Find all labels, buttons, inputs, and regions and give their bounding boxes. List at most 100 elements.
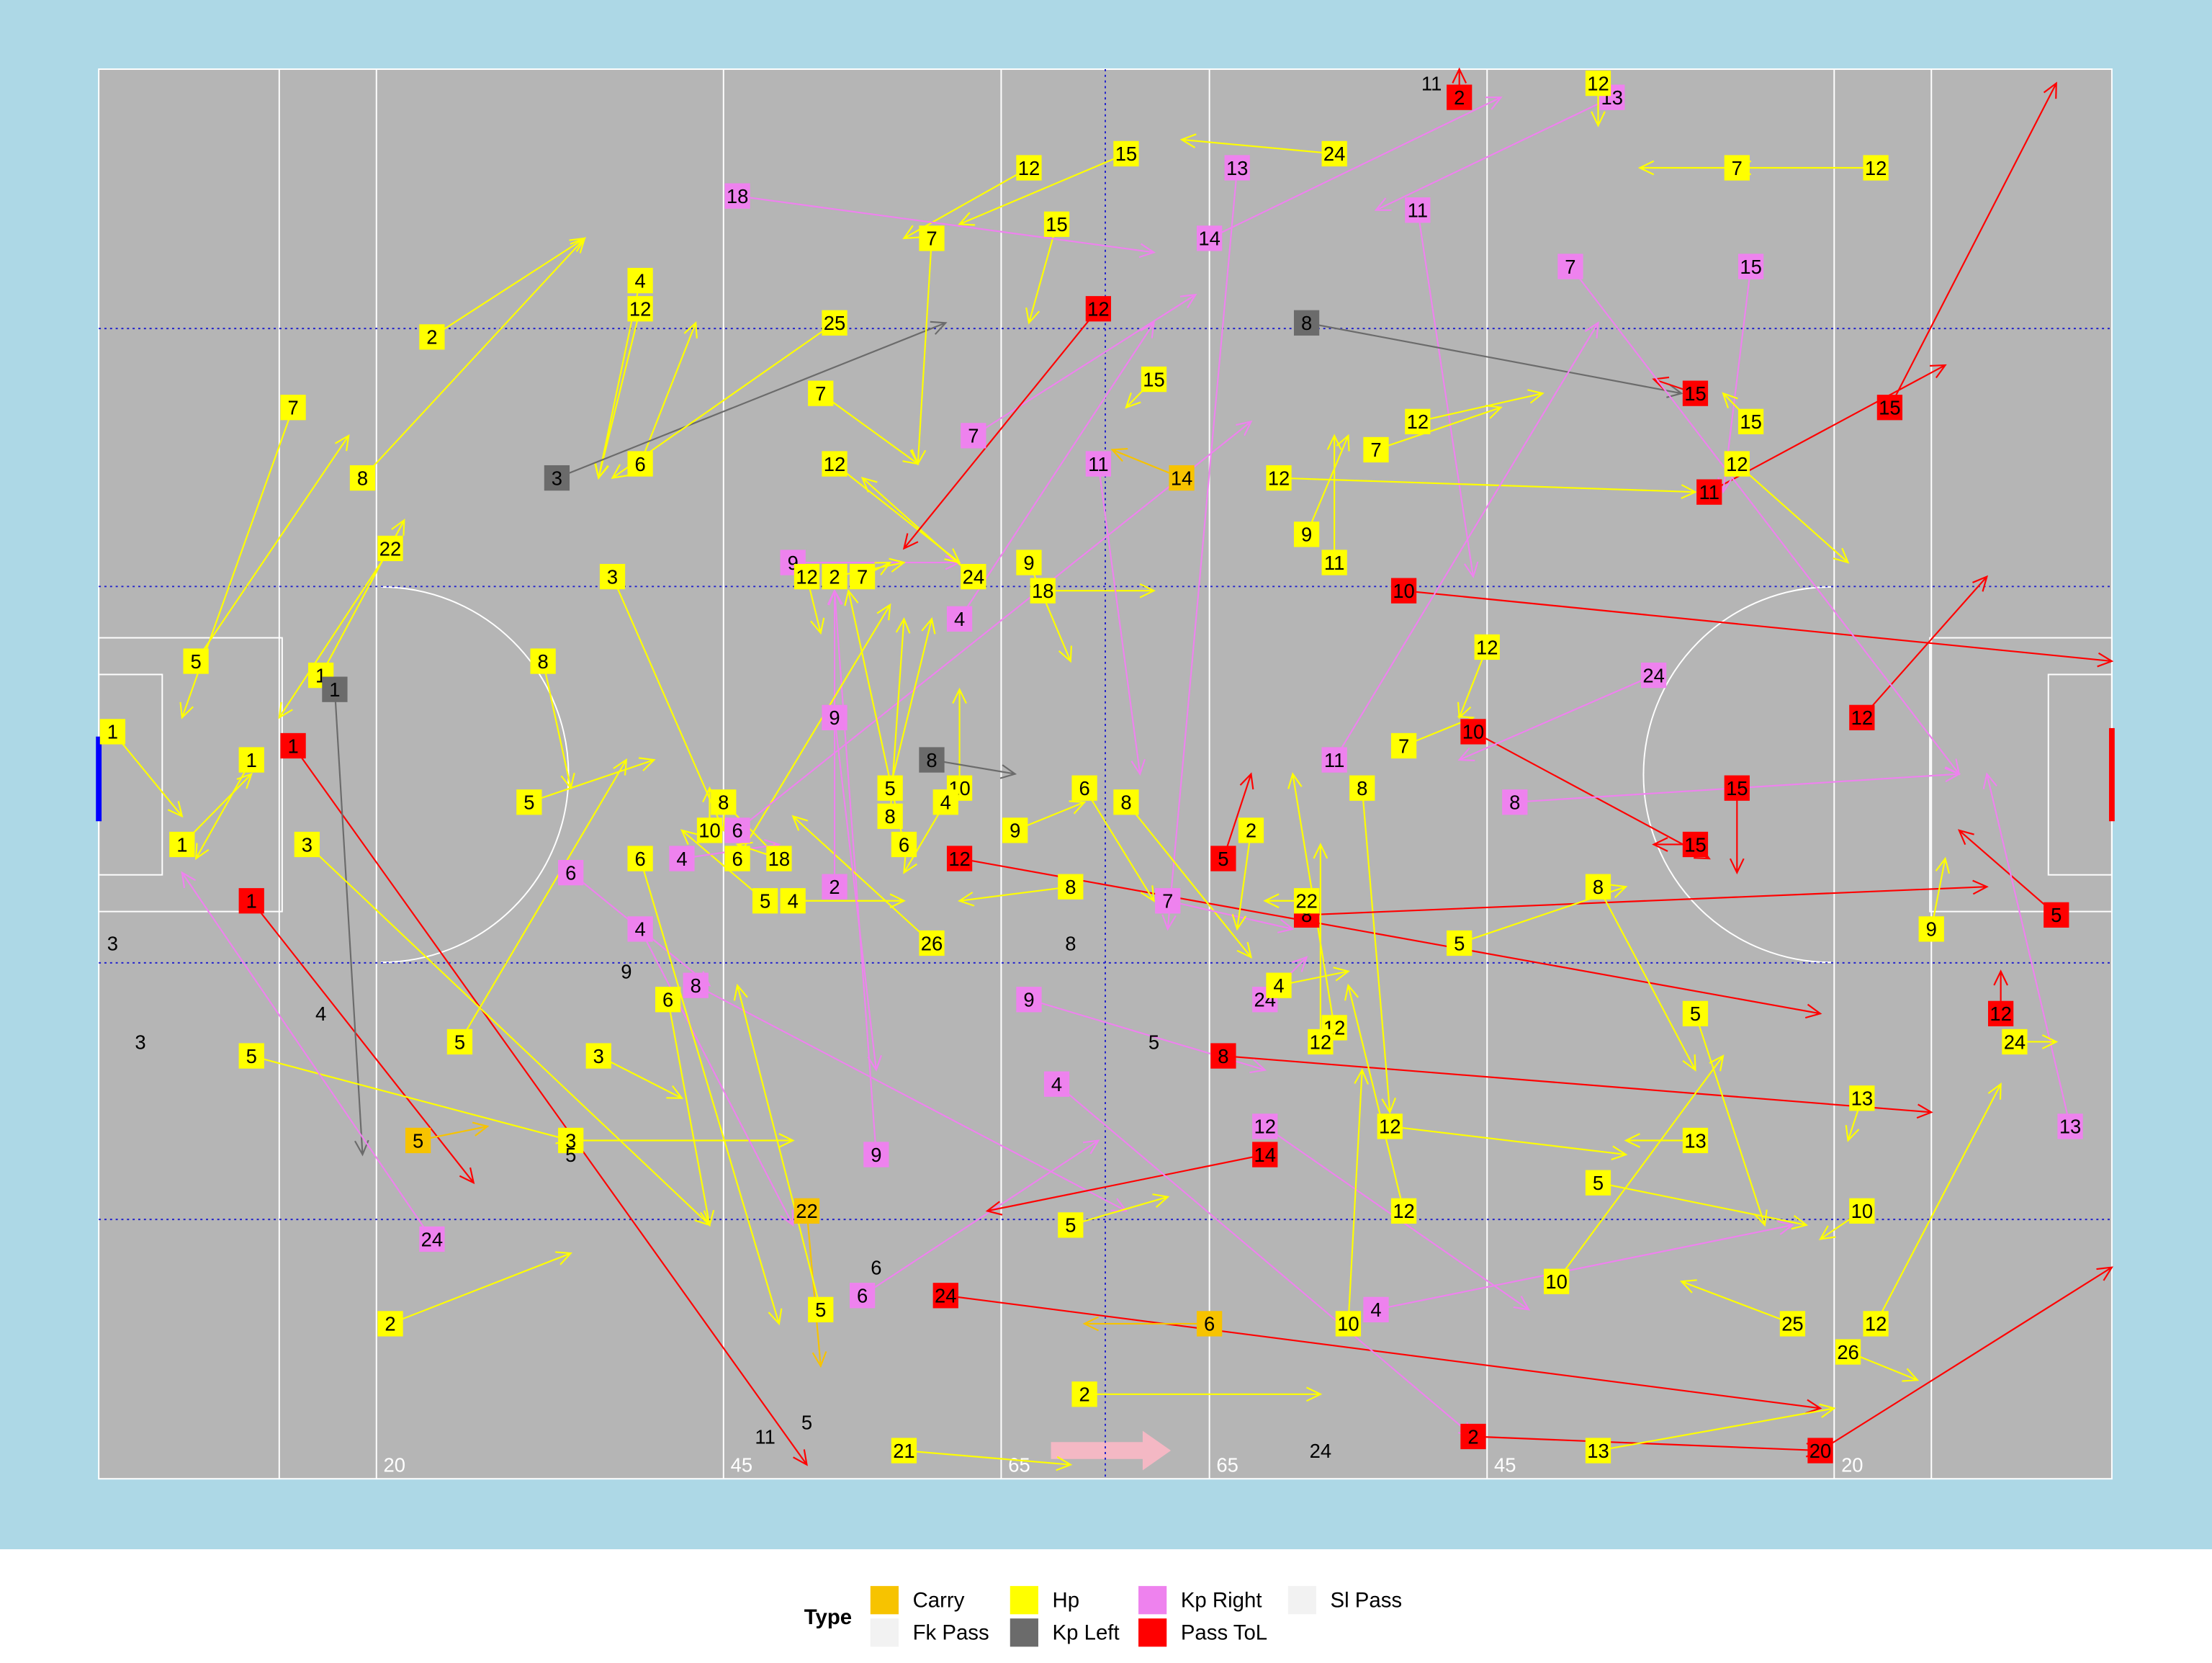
pass-start bbox=[1849, 1085, 1875, 1111]
pass-start bbox=[780, 888, 806, 914]
pass-start bbox=[1390, 732, 1417, 759]
pass-start bbox=[1557, 254, 1583, 279]
pass-label: 5 bbox=[885, 777, 896, 799]
pass-arrow bbox=[529, 757, 656, 803]
pass-start bbox=[1169, 465, 1195, 491]
pass-label: 13 bbox=[2059, 1116, 2081, 1138]
pass-label: 4 bbox=[1273, 974, 1284, 997]
pass-arrow bbox=[1598, 1182, 1809, 1230]
pass-start bbox=[530, 648, 556, 674]
pass-start bbox=[627, 916, 653, 942]
pass-label: 12 bbox=[1407, 411, 1429, 433]
pass-start bbox=[1849, 1198, 1875, 1224]
legend-label: Kp Left bbox=[1053, 1621, 1120, 1645]
pass-start bbox=[752, 888, 778, 914]
pass-start bbox=[932, 789, 958, 815]
pass-start bbox=[1724, 155, 1750, 181]
pass-start bbox=[238, 1043, 264, 1069]
pass-start bbox=[1085, 451, 1112, 477]
pass-label: 8 bbox=[691, 974, 701, 997]
pass-label: 12 bbox=[1379, 1116, 1401, 1138]
pass-start bbox=[1293, 888, 1320, 914]
pass-start bbox=[1043, 211, 1070, 237]
pass-start bbox=[1474, 634, 1500, 660]
pass-arrow bbox=[431, 237, 587, 338]
pass-start bbox=[1544, 1268, 1570, 1294]
pass-label: 1 bbox=[176, 833, 187, 856]
pass-arrow bbox=[820, 393, 920, 465]
pass-start bbox=[405, 1127, 431, 1154]
pass-label: 7 bbox=[1732, 157, 1743, 179]
pass-label: 4 bbox=[1051, 1073, 1062, 1095]
pass-start bbox=[822, 310, 848, 336]
pass-arrow bbox=[827, 588, 842, 887]
pass-start bbox=[1266, 972, 1292, 998]
pass-arrow bbox=[1679, 1279, 1793, 1324]
pass-label: 9 bbox=[1301, 524, 1312, 546]
pass-arrow bbox=[1344, 983, 1405, 1211]
legend-swatch bbox=[870, 1618, 899, 1647]
pass-start bbox=[1835, 1339, 1861, 1365]
pass-label: 21 bbox=[893, 1440, 914, 1462]
pass-start bbox=[1377, 1113, 1403, 1139]
pass-arrow bbox=[1179, 133, 1335, 155]
pass-start bbox=[419, 324, 445, 350]
pass-label: 13 bbox=[1587, 1440, 1609, 1462]
pass-start bbox=[696, 817, 723, 843]
pass-arrow bbox=[973, 293, 1197, 436]
pass-start bbox=[1224, 155, 1250, 181]
pass-start bbox=[1849, 704, 1875, 730]
pass-arrow bbox=[1457, 674, 1655, 761]
pass-start bbox=[1210, 846, 1236, 871]
pass-label: 22 bbox=[1295, 890, 1317, 913]
pass-start bbox=[1737, 254, 1764, 279]
pass-label: 6 bbox=[1204, 1313, 1215, 1335]
pass-start bbox=[2057, 1113, 2083, 1139]
pass-label: 5 bbox=[1218, 848, 1228, 870]
pass-start bbox=[793, 1198, 820, 1224]
pass-start bbox=[1696, 479, 1722, 505]
pass-start bbox=[808, 380, 834, 406]
legend-swatch bbox=[1010, 1586, 1038, 1615]
pass-label: 15 bbox=[1046, 213, 1067, 236]
pass-label: 5 bbox=[523, 792, 534, 814]
pass-label: 11 bbox=[755, 1425, 775, 1448]
pass-arrow bbox=[958, 321, 1155, 619]
pass-start bbox=[1724, 451, 1750, 477]
pass-label: 8 bbox=[718, 792, 729, 814]
pass-start bbox=[849, 563, 876, 590]
pass-label: 24 bbox=[935, 1285, 956, 1307]
pass-start bbox=[919, 930, 945, 956]
pass-start bbox=[919, 225, 945, 251]
pass-label: 2 bbox=[1079, 1384, 1089, 1406]
pass-start bbox=[1363, 1296, 1389, 1322]
pass-start bbox=[1460, 1423, 1486, 1450]
pass-arrow bbox=[1305, 434, 1350, 535]
pass-label: 10 bbox=[1393, 580, 1414, 602]
pass-arrow bbox=[1223, 1054, 1933, 1119]
pass-start bbox=[863, 1142, 889, 1167]
pass-start bbox=[169, 831, 195, 858]
pass-label: 12 bbox=[948, 848, 970, 870]
pass-start bbox=[961, 423, 986, 449]
pass-arrow bbox=[1082, 1316, 1210, 1332]
pass-start bbox=[1390, 578, 1417, 604]
pass-arrow bbox=[1861, 575, 1989, 719]
pass-label: 9 bbox=[1926, 918, 1937, 941]
pass-start bbox=[683, 972, 709, 998]
legend-label: Kp Right bbox=[1181, 1589, 1262, 1613]
pass-label: 6 bbox=[1079, 777, 1089, 799]
pass-start bbox=[1335, 1311, 1362, 1337]
pass-label: 12 bbox=[1393, 1200, 1414, 1222]
pass-label: 12 bbox=[1990, 1003, 2011, 1025]
pass-arrow bbox=[1125, 802, 1253, 959]
pass-label: 12 bbox=[1018, 157, 1040, 179]
pass-start bbox=[822, 874, 848, 900]
pass-start bbox=[1196, 225, 1223, 251]
pass-label: 10 bbox=[1545, 1270, 1567, 1293]
pass-start bbox=[2002, 1028, 2028, 1055]
pass-arrow bbox=[985, 1154, 1265, 1216]
pass-arrow bbox=[251, 900, 475, 1185]
pass-arrow bbox=[945, 1294, 1822, 1415]
